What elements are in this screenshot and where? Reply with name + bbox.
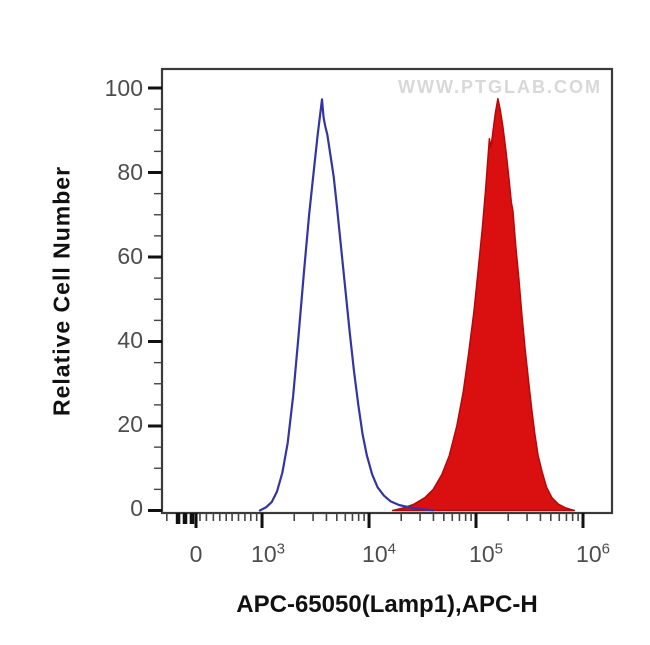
plot-frame [160, 67, 614, 515]
y-tick-label-80: 80 [117, 159, 143, 185]
y-tick-label-20: 20 [117, 411, 143, 437]
x-tick-label-1e4: 104 [362, 540, 396, 567]
y-tick-label-60: 60 [117, 243, 143, 269]
stained-red-curve [391, 97, 576, 512]
x-axis-title: APC-65050(Lamp1),APC-H [236, 591, 538, 618]
y-tick-label-100: 100 [104, 75, 143, 101]
x-tick-label-1e5: 105 [469, 540, 503, 567]
y-tick-label-40: 40 [117, 327, 143, 353]
x-tick-label-1e3: 103 [251, 540, 285, 567]
x-tick-label-zero: 0 [189, 541, 203, 567]
x-tick-label-1e6: 106 [576, 540, 610, 567]
ptglab-watermark: WWW.PTGLAB.COM [398, 77, 602, 97]
control-blue-curve [258, 98, 435, 512]
y-tick-label-0: 0 [130, 495, 143, 521]
y-axis-title: Relative Cell Number [48, 165, 75, 417]
